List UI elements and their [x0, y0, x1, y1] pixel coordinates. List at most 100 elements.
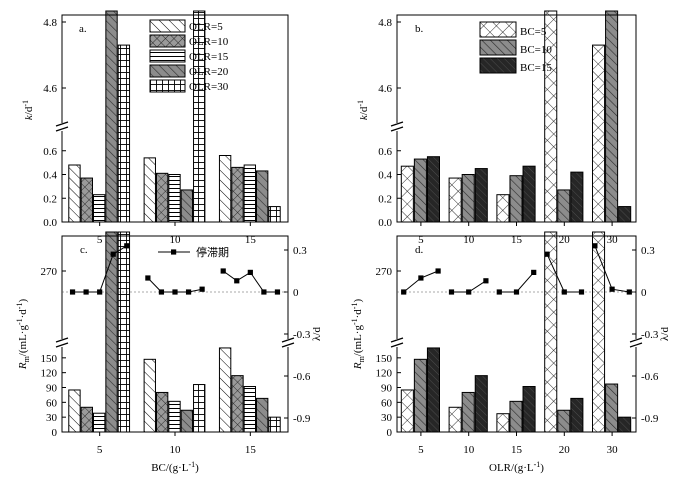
axis-break-mark	[55, 337, 69, 343]
bar-15-OLR-30	[268, 416, 281, 433]
y-axis-label-end: )	[17, 299, 29, 303]
y-tick-label: 150	[376, 353, 393, 365]
y-axis-label-main: R	[352, 362, 364, 370]
x-tick-label: 30	[607, 444, 619, 456]
axis-break-gap	[391, 339, 403, 347]
x-tick-label: 5	[97, 444, 103, 456]
y2-tick-label: -0.6	[293, 371, 311, 383]
lag-point	[466, 289, 472, 295]
y-tick-label: 0.2	[378, 193, 392, 205]
lag-point	[172, 289, 178, 295]
axis-break-mark	[390, 121, 404, 127]
lag-point	[261, 289, 267, 295]
legend-swatch	[479, 21, 517, 38]
bar-15-OLR-5	[218, 155, 232, 223]
y-tick-label: 120	[376, 368, 393, 380]
bar-30-BC-10	[605, 383, 619, 433]
x-axis-label-sup: -1	[534, 460, 541, 469]
lag-point	[274, 289, 281, 295]
y-tick-label: 0.6	[378, 146, 392, 158]
x-tick-label: 15	[511, 444, 523, 456]
bar-5-BC-10	[413, 358, 427, 433]
lag-line-segment	[403, 270, 439, 293]
bar-30-BC-15	[618, 416, 632, 433]
y2-tick-label: 0.3	[641, 245, 655, 257]
x-tick-label: 10	[170, 444, 182, 456]
y-axis-label-rest: /(mL·g	[352, 325, 364, 357]
y-tick-label: 270	[376, 266, 393, 278]
bar-5-BC-5	[400, 165, 414, 223]
bar-15-BC-10	[509, 175, 523, 223]
axis-break-mark	[281, 337, 295, 343]
bar-10-OLR-20	[180, 409, 194, 433]
lag-point	[247, 269, 253, 275]
bar-5-OLR-5	[68, 389, 81, 433]
x-tick-label: 10	[463, 444, 475, 456]
y2-tick-label: 0.3	[293, 245, 307, 257]
bar-10-BC-5	[448, 177, 462, 223]
y-axis-label-main: R	[17, 362, 29, 370]
bar-5-BC-5	[400, 389, 414, 433]
x-tick-label: 15	[245, 234, 257, 246]
bar-20-BC-15	[570, 397, 584, 433]
bar-5-OLR-15	[92, 412, 106, 433]
lag-line-segment	[499, 272, 535, 293]
bar-5-OLR-10	[80, 177, 93, 223]
legend-label: OLR=20	[189, 66, 229, 78]
axis-break-gap	[391, 123, 403, 131]
bar-5-OLR-20	[105, 10, 118, 223]
y-axis-label: k/d-1	[356, 100, 370, 120]
y-axis-label-main: k	[23, 114, 35, 120]
lag-point	[531, 269, 537, 275]
bar-20-BC-10	[557, 189, 571, 223]
bar-15-BC-15	[522, 165, 536, 223]
y-tick-label: 4.6	[378, 83, 392, 95]
axis-break-gap	[282, 339, 294, 347]
bar-30-BC-10	[605, 10, 619, 223]
bar-15-OLR-30	[268, 206, 281, 223]
lag-point	[435, 268, 441, 274]
lag-point	[199, 286, 205, 292]
bar-10-OLR-10	[155, 172, 169, 223]
bar-20-BC-10	[557, 409, 571, 433]
panel-label: c.	[80, 244, 88, 256]
y2-tick-label: -0.9	[641, 413, 659, 425]
bar-5-OLR-5	[68, 164, 81, 223]
lag-point	[69, 289, 76, 295]
y-axis-label: Rm/(mL·g-1·d-1)	[15, 299, 31, 371]
y-tick-label: 60	[381, 397, 393, 409]
y-axis-label-sup: -1	[356, 100, 365, 107]
legend-swatch	[149, 64, 186, 78]
legend-label: 停滞期	[196, 245, 229, 259]
y2-tick-label: 0	[293, 287, 299, 299]
legend-marker	[171, 249, 177, 255]
bar-15-OLR-20	[256, 397, 269, 433]
x-axis-label-end: )	[195, 462, 199, 474]
lag-point	[561, 289, 567, 295]
legend-label: OLR=10	[189, 36, 229, 48]
legend-label: OLR=15	[189, 51, 229, 63]
y-tick-label: 90	[381, 383, 393, 395]
lag-point	[158, 289, 165, 295]
bar-10-BC-10	[461, 174, 475, 223]
y-tick-label: 60	[46, 397, 58, 409]
bar-10-OLR-30	[193, 384, 206, 433]
y-tick-label: 0.4	[43, 170, 57, 182]
axis-break-mark	[390, 126, 404, 132]
lag-point	[124, 243, 130, 249]
bar-15-OLR-15	[243, 164, 257, 223]
x-axis-label-sup: -1	[188, 460, 195, 469]
lag-point	[544, 251, 550, 257]
panel-label: a.	[79, 23, 87, 35]
y-axis-label-main: k	[358, 114, 370, 120]
y2-tick-label: 0	[641, 287, 647, 299]
y-axis-label-sup: -1	[350, 318, 359, 325]
bar-10-BC-5	[448, 406, 462, 433]
bar-30-BC-15	[618, 206, 632, 223]
y-tick-label: 30	[46, 412, 58, 424]
y-tick-label: 4.6	[43, 83, 57, 95]
legend-swatch	[149, 49, 186, 63]
bar-5-BC-15	[426, 156, 440, 223]
bar-5-OLR-10	[80, 406, 93, 433]
